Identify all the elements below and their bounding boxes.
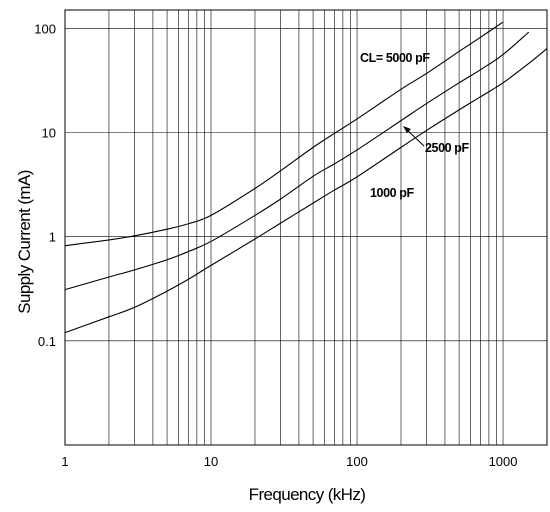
y-axis-label: Supply Current (mA) (15, 170, 34, 314)
annotation-cl-5000pf: CL= 5000 pF (360, 51, 430, 65)
series-line-0 (64, 21, 504, 247)
annotation-arrow-head (403, 126, 411, 133)
series-lines (64, 21, 548, 334)
x-axis-label: Frequency (kHz) (249, 485, 366, 504)
y-tick-label: 100 (34, 21, 56, 36)
series-line-2 (64, 48, 548, 334)
x-tick-label: 10 (204, 454, 218, 469)
annotation-2500pf: 2500 pF (425, 141, 470, 155)
tick-labels: 1 10 100 1000 0.1 1 10 100 (34, 21, 517, 469)
y-tick-label: 1 (49, 230, 56, 245)
plot-frame (64, 9, 548, 446)
x-tick-label: 100 (346, 454, 368, 469)
y-tick-label: 0.1 (38, 334, 56, 349)
grid (65, 10, 547, 445)
y-tick-label: 10 (42, 126, 56, 141)
x-tick-label: 1 (61, 454, 68, 469)
x-tick-label: 1000 (489, 454, 518, 469)
series-line-1 (64, 31, 530, 291)
annotation-1000pf: 1000 pF (370, 186, 415, 200)
